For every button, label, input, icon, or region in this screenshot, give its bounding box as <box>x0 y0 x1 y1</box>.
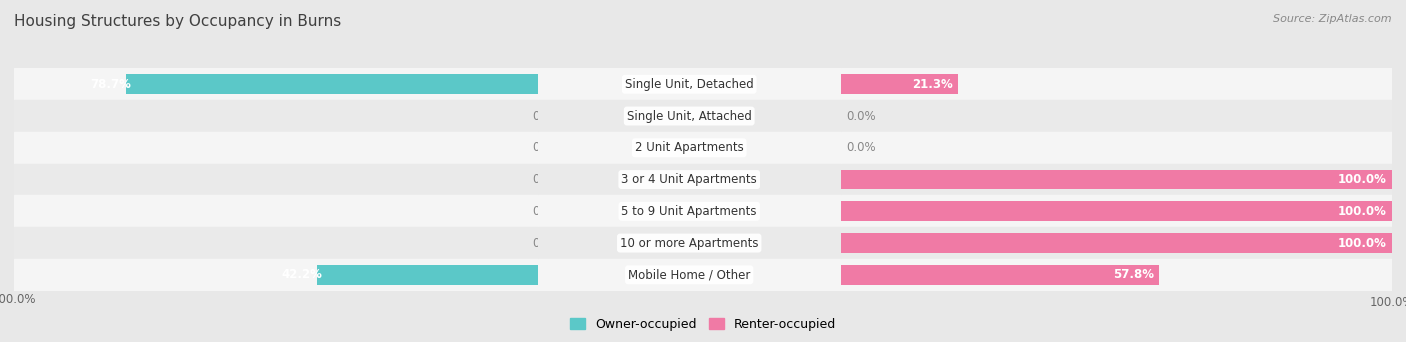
Bar <box>841 259 1392 291</box>
Text: 0.0%: 0.0% <box>533 173 562 186</box>
Bar <box>537 68 841 100</box>
Text: Mobile Home / Other: Mobile Home / Other <box>628 268 751 281</box>
Bar <box>537 132 841 164</box>
Text: Housing Structures by Occupancy in Burns: Housing Structures by Occupancy in Burns <box>14 14 342 29</box>
Bar <box>841 195 1392 227</box>
Text: 0.0%: 0.0% <box>533 205 562 218</box>
Text: Single Unit, Attached: Single Unit, Attached <box>627 109 752 122</box>
Bar <box>125 75 537 94</box>
Bar <box>841 100 1392 132</box>
Text: 21.3%: 21.3% <box>912 78 953 91</box>
Bar <box>537 164 841 195</box>
Text: 5 to 9 Unit Apartments: 5 to 9 Unit Apartments <box>621 205 756 218</box>
Text: 100.0%: 100.0% <box>1337 237 1386 250</box>
Text: Single Unit, Detached: Single Unit, Detached <box>624 78 754 91</box>
Bar <box>841 68 1392 100</box>
Bar <box>841 164 1392 195</box>
Text: 0.0%: 0.0% <box>533 141 562 154</box>
Text: Source: ZipAtlas.com: Source: ZipAtlas.com <box>1274 14 1392 24</box>
Text: 0.0%: 0.0% <box>846 109 876 122</box>
Bar <box>316 265 537 285</box>
Text: 3 or 4 Unit Apartments: 3 or 4 Unit Apartments <box>621 173 756 186</box>
Text: 0.0%: 0.0% <box>533 237 562 250</box>
Bar <box>14 227 537 259</box>
Bar <box>14 132 537 164</box>
Bar <box>841 227 1392 259</box>
Text: 57.8%: 57.8% <box>1112 268 1154 281</box>
Bar <box>14 68 537 100</box>
Bar <box>14 259 537 291</box>
Text: 100.0%: 100.0% <box>1337 205 1386 218</box>
Bar <box>14 164 537 195</box>
Text: 2 Unit Apartments: 2 Unit Apartments <box>636 141 744 154</box>
Bar <box>537 259 841 291</box>
Bar <box>14 195 537 227</box>
Bar <box>841 233 1392 253</box>
Text: 10 or more Apartments: 10 or more Apartments <box>620 237 758 250</box>
Bar <box>841 75 957 94</box>
Text: 78.7%: 78.7% <box>90 78 131 91</box>
Bar <box>537 227 841 259</box>
Bar <box>841 170 1392 189</box>
Text: 42.2%: 42.2% <box>281 268 322 281</box>
Bar <box>537 100 841 132</box>
Text: 100.0%: 100.0% <box>1337 173 1386 186</box>
Bar <box>537 195 841 227</box>
Legend: Owner-occupied, Renter-occupied: Owner-occupied, Renter-occupied <box>565 313 841 336</box>
Bar <box>841 201 1392 221</box>
Text: 0.0%: 0.0% <box>533 109 562 122</box>
Bar <box>841 265 1160 285</box>
Bar <box>14 100 537 132</box>
Bar <box>841 132 1392 164</box>
Text: 0.0%: 0.0% <box>846 141 876 154</box>
